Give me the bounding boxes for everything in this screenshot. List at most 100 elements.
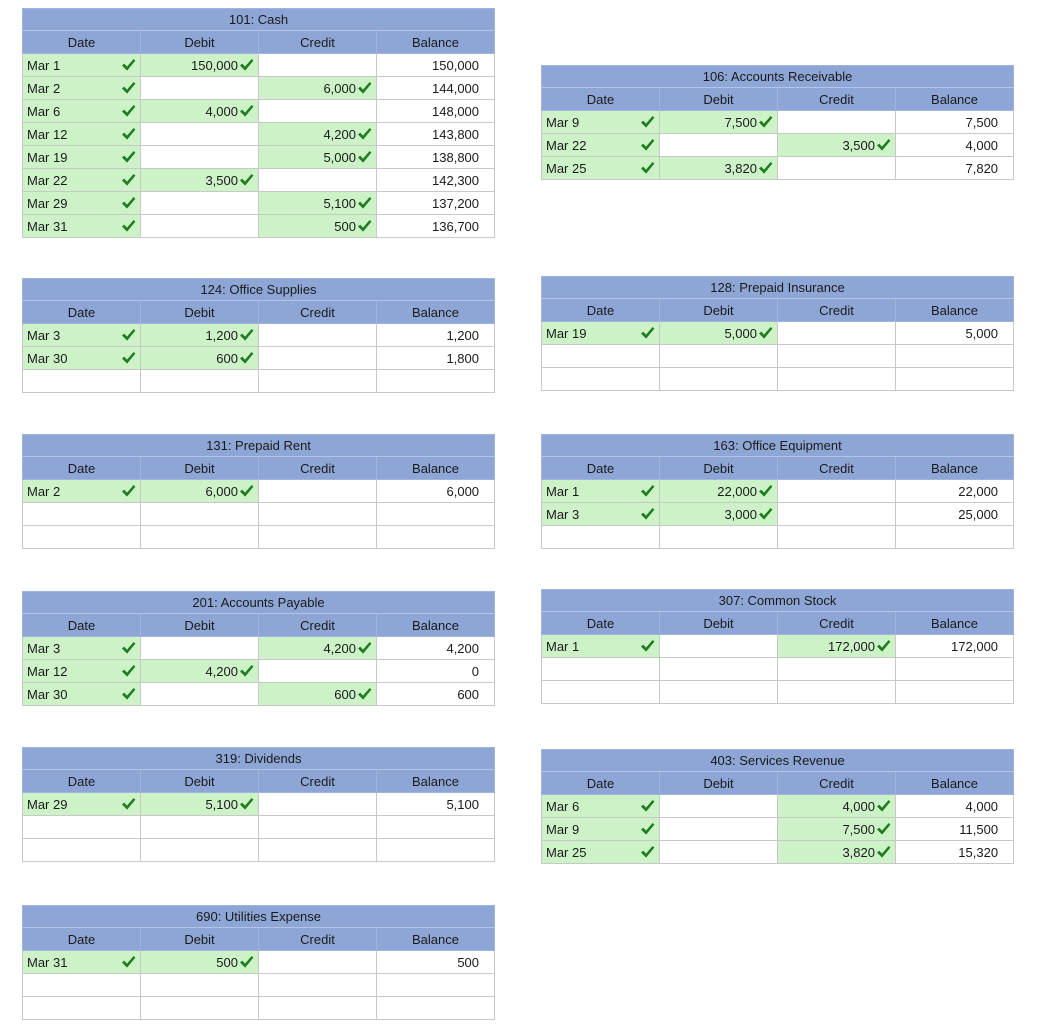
date-cell[interactable]: Mar 3	[22, 323, 141, 347]
credit-cell[interactable]	[258, 815, 377, 839]
credit-cell[interactable]: 172,000	[777, 634, 896, 658]
debit-cell[interactable]: 4,200	[140, 659, 259, 683]
debit-cell[interactable]	[659, 657, 778, 681]
credit-cell[interactable]	[777, 502, 896, 526]
credit-cell[interactable]	[258, 950, 377, 974]
debit-cell[interactable]: 600	[140, 346, 259, 370]
credit-cell[interactable]	[258, 168, 377, 192]
debit-cell[interactable]	[659, 344, 778, 368]
date-cell[interactable]: Mar 6	[541, 794, 660, 818]
debit-cell[interactable]	[140, 682, 259, 706]
debit-cell[interactable]	[140, 122, 259, 146]
credit-cell[interactable]	[777, 156, 896, 180]
credit-cell[interactable]	[258, 838, 377, 862]
debit-cell[interactable]: 5,000	[659, 321, 778, 345]
debit-cell[interactable]: 4,000	[140, 99, 259, 123]
date-cell[interactable]	[22, 369, 141, 393]
debit-cell[interactable]	[140, 636, 259, 660]
date-cell[interactable]: Mar 1	[541, 479, 660, 503]
debit-cell[interactable]	[140, 996, 259, 1020]
date-cell[interactable]: Mar 31	[22, 214, 141, 238]
debit-cell[interactable]: 7,500	[659, 110, 778, 134]
date-cell[interactable]: Mar 9	[541, 817, 660, 841]
date-cell[interactable]	[22, 973, 141, 997]
credit-cell[interactable]	[258, 659, 377, 683]
credit-cell[interactable]	[258, 323, 377, 347]
date-cell[interactable]	[541, 367, 660, 391]
debit-cell[interactable]	[140, 815, 259, 839]
credit-cell[interactable]	[777, 479, 896, 503]
credit-cell[interactable]: 5,100	[258, 191, 377, 215]
date-cell[interactable]	[541, 525, 660, 549]
date-cell[interactable]: Mar 22	[22, 168, 141, 192]
date-cell[interactable]: Mar 2	[22, 479, 141, 503]
date-cell[interactable]: Mar 29	[22, 191, 141, 215]
credit-cell[interactable]	[258, 973, 377, 997]
credit-cell[interactable]	[258, 792, 377, 816]
credit-cell[interactable]: 500	[258, 214, 377, 238]
credit-cell[interactable]: 4,200	[258, 122, 377, 146]
credit-cell[interactable]: 4,000	[777, 794, 896, 818]
credit-cell[interactable]	[777, 321, 896, 345]
debit-cell[interactable]	[140, 525, 259, 549]
credit-cell[interactable]	[258, 525, 377, 549]
date-cell[interactable]: Mar 30	[22, 682, 141, 706]
date-cell[interactable]	[541, 680, 660, 704]
credit-cell[interactable]: 4,200	[258, 636, 377, 660]
date-cell[interactable]: Mar 25	[541, 156, 660, 180]
debit-cell[interactable]	[659, 367, 778, 391]
date-cell[interactable]	[22, 838, 141, 862]
date-cell[interactable]	[541, 344, 660, 368]
debit-cell[interactable]	[659, 525, 778, 549]
debit-cell[interactable]	[140, 838, 259, 862]
credit-cell[interactable]: 600	[258, 682, 377, 706]
date-cell[interactable]: Mar 12	[22, 122, 141, 146]
debit-cell[interactable]: 6,000	[140, 479, 259, 503]
credit-cell[interactable]	[258, 996, 377, 1020]
debit-cell[interactable]: 3,820	[659, 156, 778, 180]
date-cell[interactable]: Mar 3	[541, 502, 660, 526]
debit-cell[interactable]	[659, 680, 778, 704]
date-cell[interactable]: Mar 29	[22, 792, 141, 816]
date-cell[interactable]: Mar 19	[22, 145, 141, 169]
credit-cell[interactable]: 3,500	[777, 133, 896, 157]
credit-cell[interactable]	[777, 657, 896, 681]
date-cell[interactable]: Mar 31	[22, 950, 141, 974]
credit-cell[interactable]	[258, 346, 377, 370]
debit-cell[interactable]: 1,200	[140, 323, 259, 347]
date-cell[interactable]: Mar 1	[541, 634, 660, 658]
date-cell[interactable]: Mar 3	[22, 636, 141, 660]
date-cell[interactable]	[22, 525, 141, 549]
date-cell[interactable]: Mar 6	[22, 99, 141, 123]
date-cell[interactable]	[22, 502, 141, 526]
debit-cell[interactable]	[140, 76, 259, 100]
debit-cell[interactable]: 5,100	[140, 792, 259, 816]
credit-cell[interactable]	[777, 525, 896, 549]
date-cell[interactable]: Mar 9	[541, 110, 660, 134]
date-cell[interactable]	[22, 996, 141, 1020]
debit-cell[interactable]	[140, 973, 259, 997]
debit-cell[interactable]: 22,000	[659, 479, 778, 503]
credit-cell[interactable]: 6,000	[258, 76, 377, 100]
date-cell[interactable]: Mar 19	[541, 321, 660, 345]
debit-cell[interactable]	[140, 502, 259, 526]
debit-cell[interactable]	[659, 133, 778, 157]
credit-cell[interactable]	[258, 502, 377, 526]
credit-cell[interactable]	[258, 99, 377, 123]
credit-cell[interactable]	[777, 344, 896, 368]
debit-cell[interactable]	[659, 634, 778, 658]
date-cell[interactable]: Mar 1	[22, 53, 141, 77]
credit-cell[interactable]	[258, 369, 377, 393]
date-cell[interactable]: Mar 2	[22, 76, 141, 100]
date-cell[interactable]: Mar 22	[541, 133, 660, 157]
credit-cell[interactable]: 3,820	[777, 840, 896, 864]
debit-cell[interactable]: 500	[140, 950, 259, 974]
debit-cell[interactable]: 3,000	[659, 502, 778, 526]
date-cell[interactable]: Mar 25	[541, 840, 660, 864]
credit-cell[interactable]	[258, 479, 377, 503]
credit-cell[interactable]	[258, 53, 377, 77]
debit-cell[interactable]	[140, 145, 259, 169]
credit-cell[interactable]	[777, 680, 896, 704]
debit-cell[interactable]	[659, 840, 778, 864]
debit-cell[interactable]	[140, 191, 259, 215]
